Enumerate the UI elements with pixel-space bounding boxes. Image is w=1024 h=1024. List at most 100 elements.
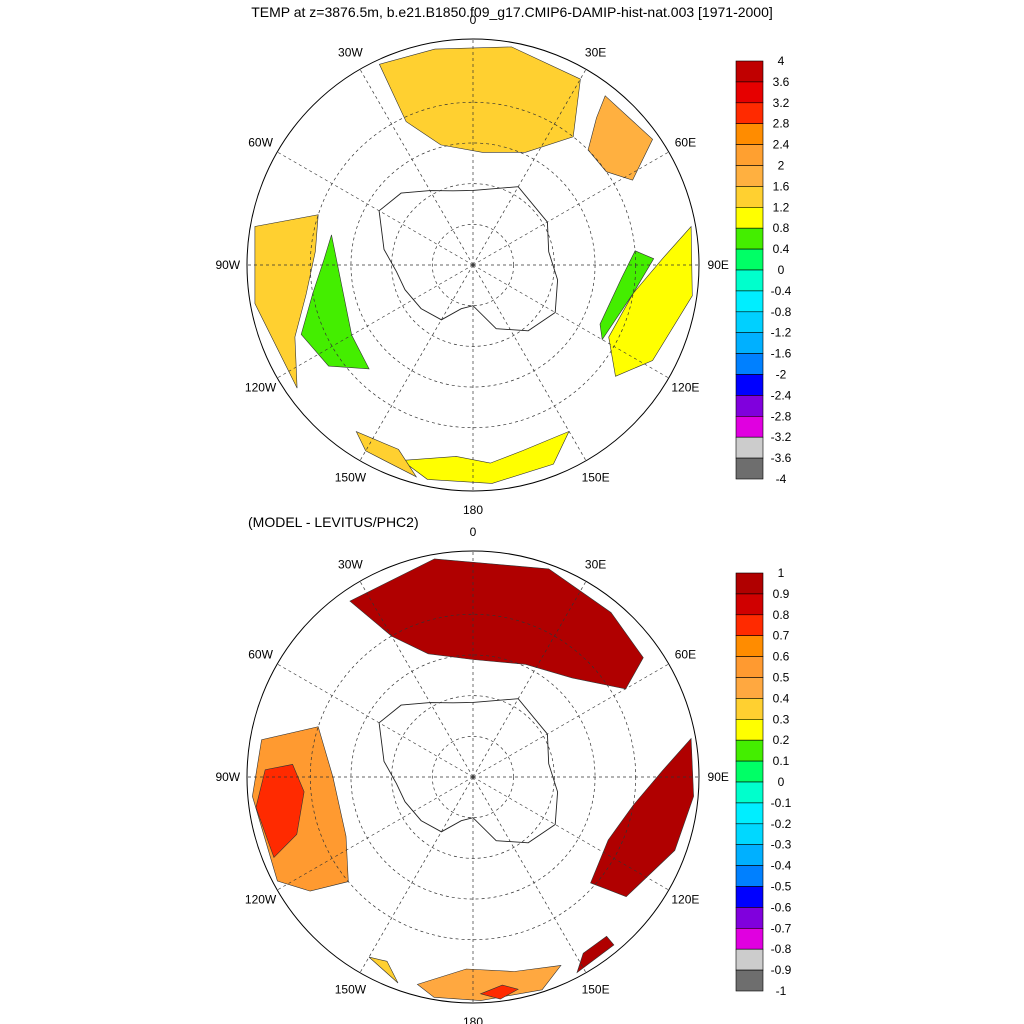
colorbar-tick-label: 1.2 [773,200,790,214]
colorbar-tick-label: -4 [776,472,787,486]
colorbar-swatch [735,865,764,887]
longitude-label: 30W [338,558,363,572]
colorbar-tick-label: -1 [776,984,787,998]
antarctica-coastline [378,186,559,332]
longitude-label: 60W [248,135,273,149]
field-region [401,430,570,484]
colorbar-swatch [735,844,764,866]
colorbar-tick-label: 0.6 [773,650,790,664]
colorbar-swatch [735,186,764,208]
polar-map-panel-bottom: 0 30E 60E 90E 120E 150E 180 150W 120W 90W 60W 30W 1 0… [215,525,791,1024]
colorbar-swatch [735,332,764,354]
meridian-line [359,776,474,973]
graticule [247,39,699,491]
field-region [599,250,655,341]
colorbar-swatch [735,269,764,292]
longitude-label: 0 [470,525,477,539]
colorbar-swatch [735,311,764,333]
colorbar-tick-label: 2.8 [773,117,790,131]
colorbar-tick-label: 0.4 [773,242,790,256]
colorbar-tick-label: 0.2 [773,733,790,747]
longitude-label: 120W [245,893,277,907]
colorbar-swatch [735,802,764,825]
field-region [255,764,305,858]
colorbar-tick-label: -0.4 [771,284,792,298]
colorbar-swatch [735,395,764,417]
colorbar-tick-label: -1.6 [771,347,792,361]
longitude-label: 30E [585,46,606,60]
colorbar-tick-label: 0.4 [773,691,790,705]
colorbar-swatch [735,907,764,929]
longitude-label: 90W [215,770,240,784]
longitude-label: 60W [248,647,273,661]
meridian-line [472,69,587,266]
figure-subtitle: (MODEL - LEVITUS/PHC2) [248,514,419,530]
colorbar-tick-label: -0.8 [771,942,792,956]
field-region [479,984,519,1000]
colorbar-tick-label: -0.1 [771,796,792,810]
colorbar-tick-label: 0.3 [773,712,790,726]
colorbar-swatch [735,572,764,595]
longitude-label: 150W [335,470,367,484]
colorbar-tick-label: 0.5 [773,671,790,685]
map-boundary-circle [246,38,700,492]
colorbar-tick-label: -0.6 [771,900,792,914]
colorbar-swatch [735,207,764,229]
colorbar-swatch [735,102,764,125]
colorbar-tick-label: 2.4 [773,138,790,152]
longitude-label: 150E [582,982,610,996]
colorbar-swatch [735,415,764,438]
field-region [587,95,653,181]
field-region [349,558,644,690]
colorbar-tick-label: 0.8 [773,608,790,622]
colorbar-tick-label: 0.1 [773,754,790,768]
colorbar-swatch [735,290,764,313]
colorbar-swatch [735,886,764,908]
colorbar-swatch [735,374,764,396]
field-regions [252,558,694,1001]
colorbar-tick-label: 1.6 [773,179,790,193]
colorbar-tick-label: 0.9 [773,587,790,601]
longitude-label: 30E [585,558,606,572]
colorbar-swatch [735,677,764,699]
colorbar-swatch [735,614,764,636]
colorbar-tick-label: 0 [778,775,785,789]
field-region [368,956,399,984]
colorbar: 1 0.9 0.8 0.7 0.6 0.5 0.4 0.3 0.2 0.1 0 -0.1 -0.2 -0.… [735,566,792,998]
colorbar-swatch [735,781,764,804]
colorbar-swatch [735,144,764,166]
colorbar-tick-label: 0.7 [773,629,790,643]
graticule [247,551,699,1003]
latitude-circle [391,695,555,859]
meridian-line [277,151,474,266]
field-region [576,935,615,974]
field-region [608,225,693,377]
meridian-line [472,264,587,461]
longitude-label: 30W [338,46,363,60]
colorbar-swatch [735,353,764,375]
colorbar-swatch [735,248,764,271]
colorbar-swatch [735,823,764,845]
meridian-line [277,663,474,778]
colorbar-tick-label: -0.4 [771,859,792,873]
colorbar-tick-label: -2 [776,368,787,382]
colorbar-tick-label: 0 [778,263,785,277]
colorbar-swatch [735,165,764,187]
colorbar-swatch [735,948,764,971]
colorbar-swatch [735,739,764,762]
latitude-circle [431,223,515,307]
colorbar-tick-label: -1.2 [771,326,792,340]
colorbar-swatch [735,81,764,104]
meridian-line [472,151,669,266]
colorbar-tick-label: 0.8 [773,221,790,235]
longitude-label: 120E [671,893,699,907]
colorbar-swatch [735,969,764,992]
colorbar-swatch [735,593,764,616]
colorbar-swatch [735,656,764,678]
colorbar-tick-label: -0.5 [771,880,792,894]
colorbar-tick-label: -3.6 [771,451,792,465]
meridian-line [277,776,474,891]
colorbar-swatch [735,760,764,783]
map-boundary-circle [246,550,700,1004]
